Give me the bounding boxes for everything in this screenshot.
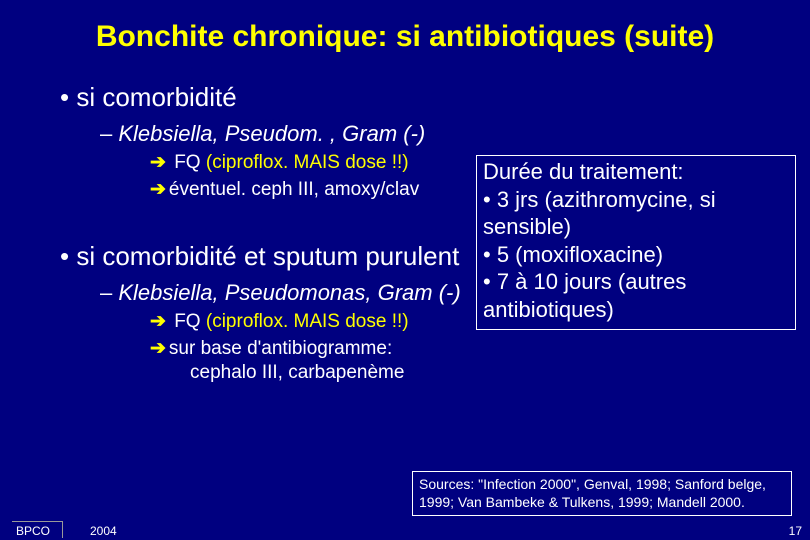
duration-b1: • 3 jrs (azithromycine, si sensible) (483, 186, 789, 241)
section2-line2: sur base d'antibiogramme: (150, 337, 810, 360)
section1-line1a: FQ (174, 152, 206, 173)
footer-page: 17 (789, 524, 802, 538)
duration-title: Durée du traitement: (483, 158, 789, 186)
section1-line1b: (ciproflox. MAIS dose !!) (206, 152, 409, 173)
duration-b3: • 7 à 10 jours (autres antibiotiques) (483, 268, 789, 323)
section2-line1b: (ciproflox. MAIS dose !!) (206, 311, 409, 332)
footer: BPCO 2004 17 (0, 518, 810, 540)
footer-bpco: BPCO (12, 521, 63, 538)
section2-line3: cephalo III, carbapenème (190, 362, 810, 384)
slide-title: Bonchite chronique: si antibiotiques (su… (0, 0, 810, 64)
footer-year: 2004 (90, 524, 117, 538)
sources-box: Sources: "Infection 2000", Genval, 1998;… (412, 471, 792, 516)
duration-b2: • 5 (moxifloxacine) (483, 241, 789, 269)
section1-heading: si comorbidité (60, 82, 810, 113)
section2-line1a: FQ (174, 311, 206, 332)
duration-box: Durée du traitement: • 3 jrs (azithromyc… (476, 155, 796, 330)
section1-sub: Klebsiella, Pseudom. , Gram (-) (100, 121, 810, 147)
